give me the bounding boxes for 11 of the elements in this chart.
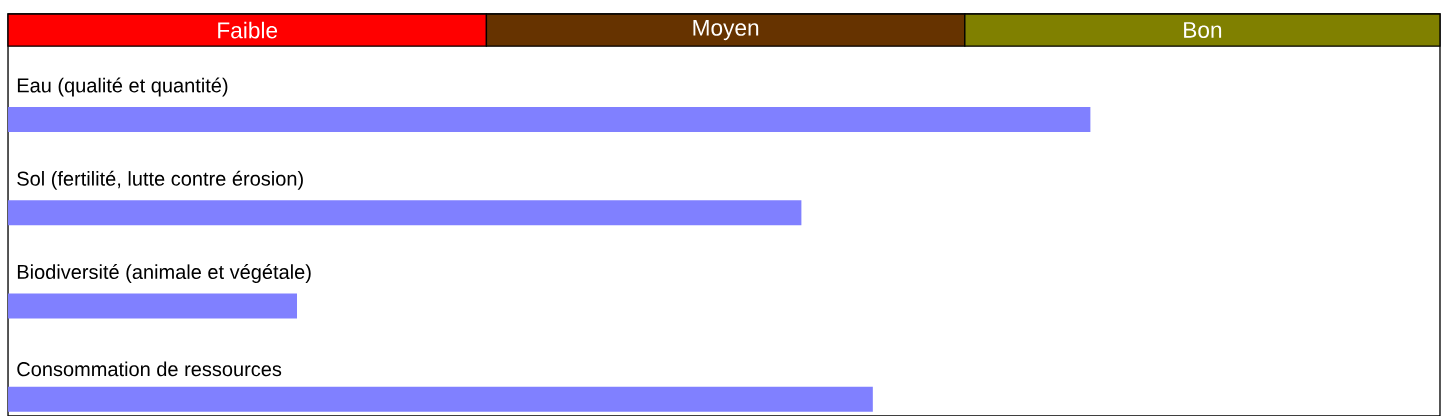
bar: [8, 386, 873, 412]
band-label: Bon: [1184, 22, 1222, 38]
y-tick-label: Consommation de ressources: [17, 361, 282, 377]
bar: [8, 293, 298, 319]
y-tick-label: Eau (qualité et quantité): [17, 77, 228, 97]
band-label: Moyen: [693, 19, 759, 41]
y-tick-label: Sol (fertilité, lutte contre érosion): [17, 170, 303, 190]
bar: [8, 106, 1091, 132]
y-tick-label: Biodiversité (animale et végétale): [17, 264, 311, 283]
band-label: Faible: [218, 21, 278, 39]
bar: [8, 200, 802, 226]
